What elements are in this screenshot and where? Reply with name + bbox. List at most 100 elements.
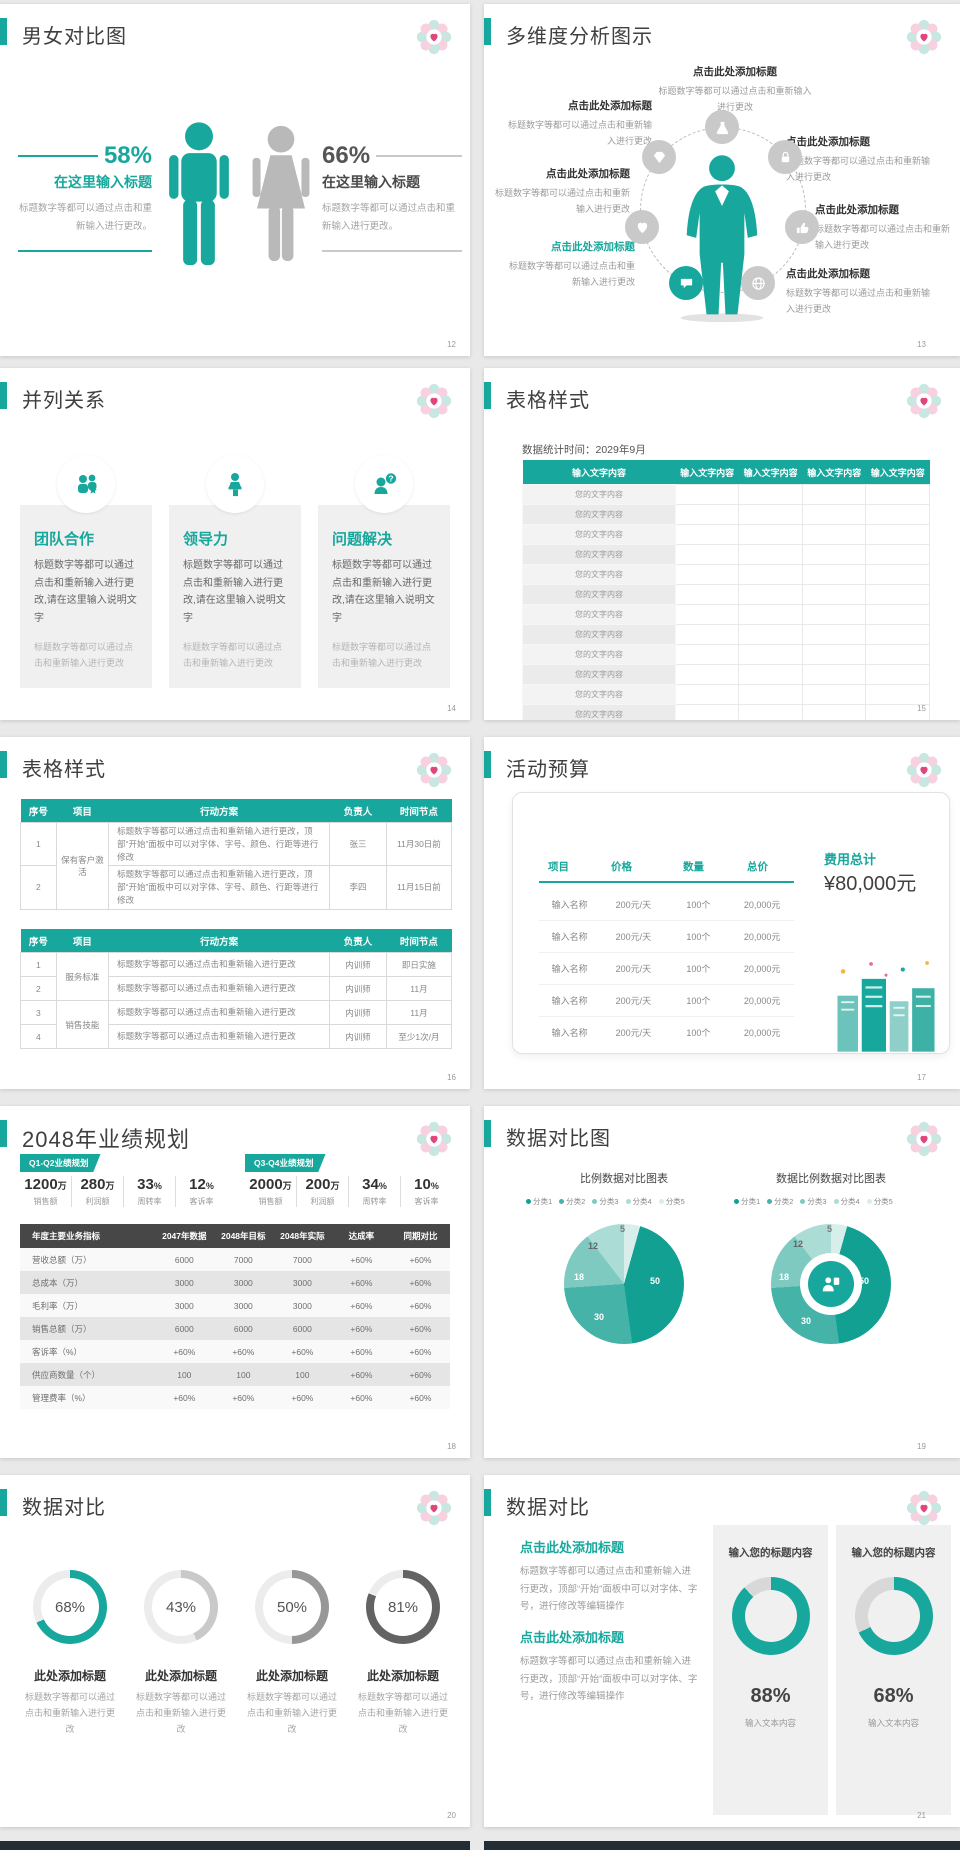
card-note: 标题数字等都可以通过点击和重新输入进行更改 bbox=[34, 642, 134, 669]
table-row: 供应商数量（个） 100 100 100 +60% +60% bbox=[20, 1363, 450, 1386]
slide-thumbnail-16[interactable]: 表格样式 序号 项目 行动方案 负责人 时间节点 1 保有客户激活 标题数字等都可以通过点击… bbox=[0, 737, 470, 1089]
slide-thumbnail-19[interactable]: 数据对比图 比例数据对比图表 分类1 分类2 分类3 分类4 分类5 5 50 … bbox=[484, 1106, 960, 1458]
table-row: 您的文字内容 bbox=[522, 684, 930, 705]
presenter-icon bbox=[808, 1261, 854, 1307]
slide-thumbnail-13[interactable]: 多维度分析图示 点击此处添加标题 标题数字等都可以通过点击和重新输入进行更改 点击… bbox=[484, 4, 960, 356]
table-row: 您的文字内容 bbox=[522, 544, 930, 565]
card-caption: 输入文本内容 bbox=[867, 1718, 919, 1728]
text-block: 点击此处添加标题 标题数字等都可以通过点击和重新输入进行更改，顶部“开始”面板中… bbox=[520, 1627, 700, 1706]
progress-ring: 81% bbox=[366, 1570, 440, 1644]
table-row: 您的文字内容 bbox=[522, 524, 930, 545]
table-row: 总成本（万） 3000 3000 3000 +60% +60% bbox=[20, 1271, 450, 1294]
slide-thumbnail-14[interactable]: 并列关系 团队合作 标题数字等都可以通过点击和重新输入进行更改,请在这里输入说明… bbox=[0, 368, 470, 720]
brand-logo-icon bbox=[906, 752, 942, 788]
page-number: 16 bbox=[447, 1073, 456, 1082]
problem-solving-icon: ? bbox=[355, 455, 413, 513]
title-accent-bar bbox=[484, 1489, 491, 1516]
feature-card: 领导力 标题数字等都可以通过点击和重新输入进行更改,请在这里输入说明文字 标题数… bbox=[169, 505, 301, 688]
diagram-item: 点击此处添加标题 标题数字等都可以通过点击和重新输入进行更改 bbox=[786, 136, 931, 183]
pie-chart: 5 50 30 18 12 bbox=[564, 1224, 684, 1344]
brand-logo-icon bbox=[416, 1490, 452, 1526]
title-accent-bar bbox=[0, 382, 7, 409]
slide-title: 表格样式 bbox=[506, 390, 590, 412]
leadership-icon bbox=[206, 455, 264, 513]
stat: 1200万 销售额 bbox=[20, 1176, 72, 1207]
male-heading: 在这里输入标题 bbox=[54, 174, 152, 190]
divider bbox=[539, 881, 794, 883]
table-row: 您的文字内容 bbox=[522, 644, 930, 665]
divider bbox=[322, 250, 462, 253]
gem-icon bbox=[642, 140, 676, 174]
legend-item: 分类5 bbox=[658, 1196, 685, 1207]
table-row: 管理费率（%） +60% +60% +60% +60% +60% bbox=[20, 1386, 450, 1409]
kpi-table: 年度主要业务指标 2047年数据 2048年目标 2048年实际 达成率 同期对比 营收总… bbox=[20, 1224, 450, 1409]
progress-ring: 50% bbox=[255, 1570, 329, 1644]
table-row: 营收总额（万） 6000 7000 7000 +60% +60% bbox=[20, 1248, 450, 1271]
globe-icon bbox=[741, 266, 775, 300]
slide-title: 数据对比 bbox=[22, 1497, 106, 1519]
table-row: 输入名称 200元/天 100个 20,000元 bbox=[539, 889, 794, 921]
ring-desc: 标题数字等都可以通过点击和重新输入进行更改 bbox=[135, 1692, 226, 1735]
card-percentage: 68% bbox=[873, 1685, 914, 1707]
donut-hole bbox=[800, 1253, 862, 1315]
title-accent-bar bbox=[484, 1120, 491, 1147]
page-number: 13 bbox=[917, 340, 926, 349]
card-title: 问题解决 bbox=[332, 531, 393, 548]
brand-logo-icon bbox=[906, 1490, 942, 1526]
slide-thumbnail-12[interactable]: 男女对比图 58% 在这里输入标题 标题数字等都可以通过点击和重新输入进行更改。… bbox=[0, 4, 470, 356]
divider bbox=[18, 155, 98, 157]
stat: 10% 客诉率 bbox=[414, 1176, 439, 1206]
female-desc: 标题数字等都可以通过点击和重新输入进行更改。 bbox=[322, 203, 456, 233]
slide-title: 多维度分析图示 bbox=[506, 26, 653, 48]
table-row: 输入名称 200元/天 100个 20,000元 bbox=[539, 953, 794, 985]
title-accent-bar bbox=[484, 18, 491, 45]
ring-percentage: 50% bbox=[276, 1598, 308, 1616]
page-number: 19 bbox=[917, 1442, 926, 1451]
brand-logo-icon bbox=[906, 19, 942, 55]
page-number: 15 bbox=[917, 704, 926, 713]
table-row: 您的文字内容 bbox=[522, 564, 930, 585]
card-title: 领导力 bbox=[183, 531, 229, 548]
female-percentage: 66% bbox=[322, 142, 371, 169]
title-accent-bar bbox=[0, 1489, 7, 1516]
title-accent-bar bbox=[0, 751, 7, 778]
female-heading: 在这里输入标题 bbox=[322, 174, 420, 190]
stat: 200万 利润额 bbox=[297, 1176, 349, 1207]
ring-percentage: 68% bbox=[54, 1598, 86, 1616]
total-value: ¥80,000元 bbox=[824, 873, 917, 895]
stat: 280万 利润额 bbox=[72, 1176, 124, 1207]
diagram-item: 点击此处添加标题 标题数字等都可以通过点击和重新输入进行更改 bbox=[507, 100, 652, 147]
action-plan-table-b: 序号 项目 行动方案 负责人 时间节点 1 服务标准 标题数字等都可以通过点击和重新输入进行… bbox=[20, 929, 453, 1049]
diagram-item: 点击此处添加标题 标题数字等都可以通过点击和重新输入进行更改 bbox=[508, 241, 635, 288]
placeholder-table: 输入文字内容 输入文字内容 输入文字内容 输入文字内容 输入文字内容 您的文字内容 您的… bbox=[522, 460, 930, 720]
page-number: 18 bbox=[447, 1442, 456, 1451]
slide-thumbnail-17[interactable]: 活动预算 项目 价格 数量 总价 费用总计 ¥80,000元 输入名称 200元/… bbox=[484, 737, 960, 1089]
brand-logo-icon bbox=[416, 19, 452, 55]
legend-item: 分类2 bbox=[559, 1196, 585, 1207]
slide-thumbnail-20[interactable]: 数据对比 68% 43% 50% 81% 此处添加标题 此处添加标题 此处添加标… bbox=[0, 1475, 470, 1827]
legend-item: 分类4 bbox=[833, 1196, 860, 1207]
card-body: 标题数字等都可以通过点击和重新输入进行更改,请在这里输入说明文字 bbox=[183, 560, 286, 624]
donut-chart bbox=[732, 1577, 810, 1655]
slide-thumbnail-18[interactable]: 2048年业绩规划 Q1-Q2业绩规划 Q3-Q4业绩规划 1200万 销售额 2… bbox=[0, 1106, 470, 1458]
legend-item: 分类2 bbox=[767, 1196, 793, 1207]
table-caption: 数据统计时间：2029年9月 bbox=[522, 444, 646, 456]
female-stat-block: 66% 在这里输入标题 标题数字等都可以通过点击和重新输入进行更改。 bbox=[322, 142, 462, 253]
diagram-item: 点击此处添加标题 标题数字等都可以通过点击和重新输入进行更改 bbox=[658, 66, 812, 113]
action-plan-table-a: 序号 项目 行动方案 负责人 时间节点 1 保有客户激活 标题数字等都可以通过点击和重新输入… bbox=[20, 799, 453, 910]
card-title: 输入您的标题内容 bbox=[728, 1547, 813, 1559]
total-label: 费用总计 bbox=[824, 852, 877, 867]
slide-thumbnail-15[interactable]: 表格样式 数据统计时间：2029年9月 输入文字内容 输入文字内容 输入文字内容 输入… bbox=[484, 368, 960, 720]
column-header: 总价 bbox=[747, 861, 768, 873]
slide-thumbnail-21[interactable]: 数据对比 点击此处添加标题 标题数字等都可以通过点击和重新输入进行更改，顶部“开… bbox=[484, 1475, 960, 1827]
slide-title: 数据对比图 bbox=[506, 1128, 611, 1150]
block-body: 标题数字等都可以通过点击和重新输入进行更改，顶部“开始”面板中可以对字体、字号，… bbox=[520, 1566, 698, 1613]
period-badge: Q1-Q2业绩规划 bbox=[20, 1154, 101, 1172]
beaker-icon bbox=[705, 110, 739, 144]
page-number: 21 bbox=[917, 1811, 926, 1820]
progress-ring: 43% bbox=[144, 1570, 218, 1644]
brand-logo-icon bbox=[416, 383, 452, 419]
legend-item: 分类4 bbox=[625, 1196, 652, 1207]
card-title: 团队合作 bbox=[34, 531, 95, 548]
legend-item: 分类3 bbox=[592, 1196, 619, 1207]
